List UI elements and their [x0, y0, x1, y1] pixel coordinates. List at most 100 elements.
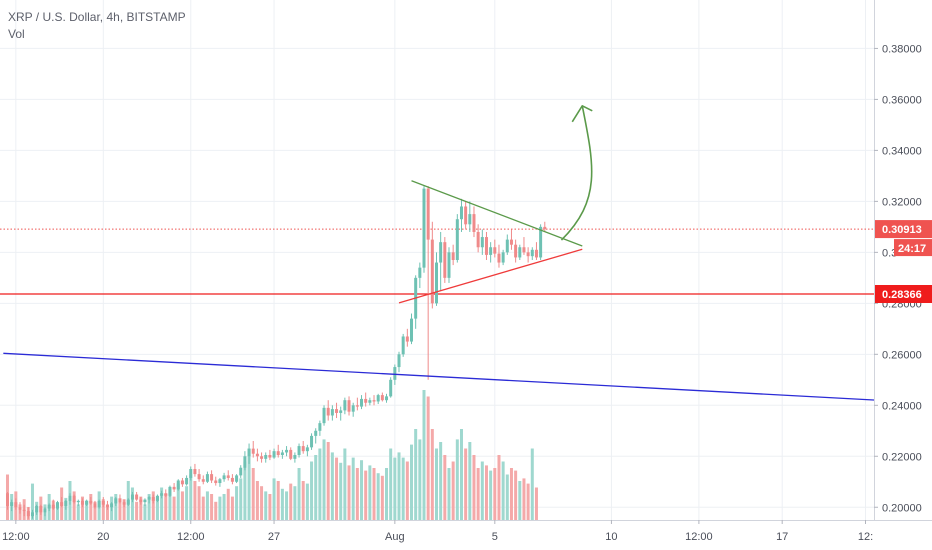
volume-bar — [264, 491, 268, 520]
time-axis[interactable]: 12:00 20 12:00 27 Aug 5 10 12:00 17 12: — [0, 520, 932, 550]
candle-body — [235, 475, 239, 482]
volume-bar — [147, 494, 151, 520]
time-tick-label: 10 — [605, 531, 617, 543]
candle-body — [268, 455, 272, 458]
volume-bar — [101, 499, 105, 520]
volume-indicator-label[interactable]: Vol — [8, 27, 25, 41]
candle-body — [243, 456, 247, 468]
candle-body — [476, 231, 480, 248]
volume-histogram — [6, 390, 538, 520]
candle-body — [543, 226, 547, 230]
volume-bar — [509, 468, 513, 520]
volume-bar — [155, 496, 159, 520]
volume-bar — [360, 460, 364, 520]
price-tick-label: 0.38000 — [882, 43, 922, 55]
candle-body — [389, 379, 393, 397]
volume-bar — [230, 496, 234, 520]
candle-body — [330, 409, 334, 416]
candle-body — [264, 455, 268, 459]
volume-bar — [205, 491, 209, 520]
triangle-upper-line — [411, 180, 583, 247]
candle-body — [218, 479, 222, 484]
candle-body — [30, 512, 34, 517]
candle-body — [260, 456, 264, 459]
volume-bar — [389, 448, 393, 520]
price-tick-label: 0.36000 — [882, 94, 922, 106]
volume-bar — [401, 457, 405, 520]
time-tick-label: 12:00 — [2, 531, 30, 543]
volume-bar — [301, 481, 305, 520]
candle-body — [518, 247, 522, 258]
candle-body — [397, 354, 401, 368]
candle-body — [530, 249, 534, 257]
candle-body — [143, 499, 147, 503]
volume-bar — [51, 500, 55, 520]
last-price-tag — [875, 220, 932, 239]
time-tick-label: 20 — [97, 531, 109, 543]
volume-bar — [385, 468, 389, 520]
candle-body — [364, 398, 368, 403]
candle-body — [201, 479, 205, 482]
volume-bar — [326, 442, 330, 520]
candle-body — [26, 511, 30, 517]
time-tick-label: 12:00 — [685, 531, 713, 543]
candle-body — [509, 239, 513, 245]
candle-body — [193, 469, 197, 475]
candle-body — [255, 453, 259, 457]
volume-bar — [193, 481, 197, 520]
volume-bar — [447, 468, 451, 520]
volume-bar — [339, 462, 343, 520]
candle-body — [210, 474, 214, 481]
candle-body — [6, 493, 9, 506]
volume-bar — [210, 494, 214, 520]
price-axis[interactable]: 0.380000.360000.340000.320000.30.280000.… — [874, 0, 932, 520]
price-tick-label: 0.3 — [882, 247, 897, 259]
drawing-annotations[interactable] — [3, 104, 920, 404]
candle-body — [205, 474, 209, 482]
candle-body — [497, 253, 501, 263]
candle-body — [410, 318, 414, 342]
volume-bar — [185, 486, 189, 520]
price-tick-label: 0.32000 — [882, 196, 922, 208]
volume-bar — [418, 439, 422, 520]
candle-body — [105, 504, 109, 508]
volume-bar — [85, 500, 89, 520]
candle-body — [185, 477, 189, 485]
last-price-label: 0.30913 — [882, 224, 922, 236]
candle-body — [522, 247, 526, 253]
candle-body — [347, 400, 351, 412]
volume-bar — [414, 429, 418, 520]
volume-bar — [501, 461, 505, 520]
volume-bar — [189, 474, 193, 520]
volume-bar — [372, 468, 376, 520]
symbol-title[interactable]: XRP / U.S. Dollar, 4h, BITSTAMP — [8, 10, 186, 24]
volume-bar — [468, 442, 472, 520]
volume-bar — [405, 461, 409, 520]
candle-body — [80, 500, 84, 505]
volume-bar — [93, 501, 97, 520]
candle-body — [101, 500, 105, 505]
volume-bar — [143, 504, 147, 520]
candle-body — [14, 502, 18, 508]
candle-body — [139, 499, 143, 503]
candle-body — [180, 480, 184, 485]
candle-body — [176, 480, 180, 490]
candle-body — [126, 499, 130, 505]
candle-body — [468, 214, 472, 225]
candle-body — [447, 252, 451, 278]
candle-body — [251, 448, 255, 454]
volume-bar — [255, 481, 259, 520]
candle-body — [122, 502, 126, 505]
volume-bar — [260, 486, 264, 520]
volume-bar — [514, 470, 518, 520]
candle-body — [272, 451, 276, 458]
candle-body — [318, 423, 322, 431]
candle-body — [214, 480, 218, 484]
candle-body — [39, 505, 43, 513]
volume-bar — [243, 461, 247, 520]
candle-body — [405, 336, 409, 342]
volume-bar — [114, 494, 118, 520]
volume-bar — [343, 448, 347, 520]
